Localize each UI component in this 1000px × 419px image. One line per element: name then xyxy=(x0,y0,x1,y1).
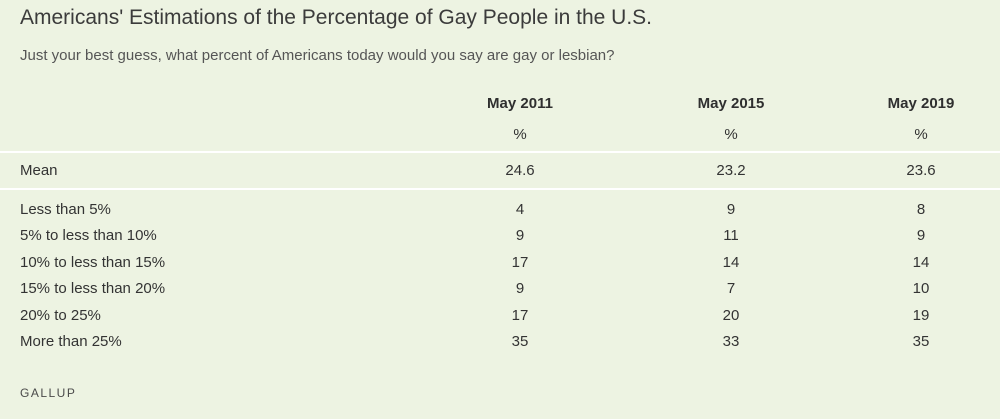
row-label: 20% to 25% xyxy=(20,306,101,324)
mean-row: Mean 24.6 23.2 23.6 xyxy=(0,152,1000,190)
table-row: 20% to 25% 17 20 19 xyxy=(0,302,1000,329)
table-cell: 20 xyxy=(722,306,740,324)
table-row: 10% to less than 15% 17 14 14 xyxy=(0,249,1000,276)
table-cell: 33 xyxy=(722,333,740,351)
table-cell: 9 xyxy=(916,227,926,245)
table-row: 5% to less than 10% 9 11 9 xyxy=(0,223,1000,250)
chart-subtitle: Just your best guess, what percent of Am… xyxy=(20,47,615,64)
table-cell: 23.2 xyxy=(620,152,842,190)
table-cell: 17 xyxy=(511,306,529,324)
table-cell: 9 xyxy=(515,280,525,298)
data-table: May 2011 May 2015 May 2019 % % % Mean 24… xyxy=(0,88,1000,355)
table-row: Less than 5% 4 9 8 xyxy=(0,189,1000,223)
unit-row: % % % xyxy=(0,118,1000,153)
header-spacer xyxy=(0,88,420,118)
row-label: More than 25% xyxy=(20,333,122,351)
unit-label: % xyxy=(420,118,620,153)
column-header-may-2011: May 2011 xyxy=(487,94,553,112)
table-cell: 35 xyxy=(912,333,930,351)
table-cell: 9 xyxy=(515,227,525,245)
column-header-may-2019: May 2019 xyxy=(887,94,955,112)
row-label: 15% to less than 20% xyxy=(20,280,166,298)
table-row: More than 25% 35 33 35 xyxy=(0,329,1000,356)
chart-title: Americans' Estimations of the Percentage… xyxy=(20,6,652,29)
table-cell: 35 xyxy=(511,333,529,351)
table-cell: 23.6 xyxy=(842,152,1000,190)
table-cell: 19 xyxy=(912,306,930,324)
table-cell: 4 xyxy=(515,200,525,218)
row-label: 10% to less than 15% xyxy=(20,253,166,271)
row-label: Mean xyxy=(0,152,420,190)
unit-spacer xyxy=(0,118,420,153)
table-row: 15% to less than 20% 9 7 10 xyxy=(0,276,1000,303)
table-cell: 24.6 xyxy=(420,152,620,190)
unit-label: % xyxy=(620,118,842,153)
table-cell: 17 xyxy=(511,253,529,271)
table-cell: 14 xyxy=(722,253,740,271)
column-header-may-2015: May 2015 xyxy=(697,94,765,112)
table-cell: 11 xyxy=(723,227,739,245)
table-cell: 14 xyxy=(912,253,930,271)
table-cell: 10 xyxy=(912,280,930,298)
table-cell: 8 xyxy=(916,200,926,218)
row-label: Less than 5% xyxy=(20,200,111,218)
row-label: 5% to less than 10% xyxy=(20,227,157,245)
column-header-row: May 2011 May 2015 May 2019 xyxy=(0,88,1000,118)
table-cell: 9 xyxy=(726,200,736,218)
table-cell: 7 xyxy=(726,280,736,298)
source-label: GALLUP xyxy=(20,386,77,400)
unit-label: % xyxy=(842,118,1000,153)
